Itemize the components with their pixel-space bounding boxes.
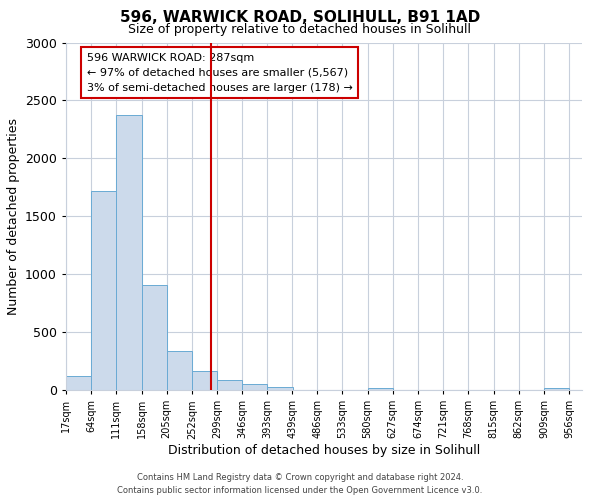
Y-axis label: Number of detached properties: Number of detached properties (7, 118, 20, 315)
Bar (268, 387, 293, 390)
Bar (66, 376, 91, 390)
Text: 596 WARWICK ROAD: 287sqm
← 97% of detached houses are smaller (5,567)
3% of semi: 596 WARWICK ROAD: 287sqm ← 97% of detach… (86, 53, 353, 92)
Bar (217, 380, 242, 390)
Bar (242, 384, 268, 390)
Text: Size of property relative to detached houses in Solihull: Size of property relative to detached ho… (128, 22, 472, 36)
Bar (368, 388, 393, 390)
X-axis label: Distribution of detached houses by size in Solihull: Distribution of detached houses by size … (168, 444, 480, 457)
Bar (167, 350, 192, 390)
Text: 596, WARWICK ROAD, SOLIHULL, B91 1AD: 596, WARWICK ROAD, SOLIHULL, B91 1AD (120, 10, 480, 25)
Bar (192, 372, 217, 390)
Text: Contains HM Land Registry data © Crown copyright and database right 2024.
Contai: Contains HM Land Registry data © Crown c… (118, 474, 482, 495)
Bar (142, 284, 167, 390)
Bar (544, 388, 569, 390)
Bar (116, 116, 142, 390)
Bar (91, 191, 116, 390)
